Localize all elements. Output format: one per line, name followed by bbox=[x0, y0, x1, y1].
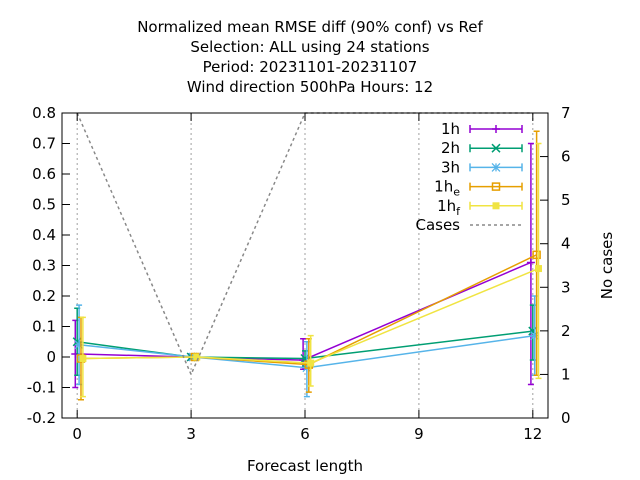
legend-label: 1hf bbox=[437, 197, 461, 218]
y-tick-label: 0.6 bbox=[32, 165, 56, 183]
y-tick-label: 0.2 bbox=[32, 287, 56, 305]
y-tick-label: 0.8 bbox=[32, 104, 56, 122]
legend-errorbar-cap bbox=[469, 163, 523, 172]
y2-tick-label: 4 bbox=[561, 235, 571, 253]
y2-axis-label: No cases bbox=[598, 232, 616, 300]
title-line: Wind direction 500hPa Hours: 12 bbox=[187, 78, 433, 96]
y2-tick-label: 7 bbox=[561, 104, 571, 122]
legend-label: 3h bbox=[441, 158, 460, 176]
data-point bbox=[74, 340, 84, 350]
legend-label: 1h bbox=[441, 120, 460, 138]
y-tick-label: 0.1 bbox=[32, 318, 56, 336]
series-line bbox=[75, 261, 532, 361]
legend-item: 2h bbox=[441, 139, 523, 157]
legend-label: Cases bbox=[415, 216, 460, 234]
y-tick-label: 0.5 bbox=[32, 196, 56, 214]
series-1h-f bbox=[79, 142, 543, 398]
y-tick-label: 0.3 bbox=[32, 257, 56, 275]
series-line bbox=[82, 267, 539, 364]
legend-label: 1he bbox=[434, 178, 460, 199]
x-tick-label: 9 bbox=[414, 425, 424, 443]
legend-item: Cases bbox=[415, 216, 522, 234]
y2-tick-label: 2 bbox=[561, 322, 571, 340]
y-tick-label: 0.7 bbox=[32, 135, 56, 153]
data-point bbox=[530, 331, 540, 341]
x-tick-label: 0 bbox=[72, 425, 82, 443]
y2-tick-label: 5 bbox=[561, 191, 571, 209]
title-line: Selection: ALL using 24 stations bbox=[190, 38, 429, 56]
y2-tick-label: 0 bbox=[561, 409, 571, 427]
series-line bbox=[79, 334, 535, 369]
data-point bbox=[535, 265, 543, 273]
data-point bbox=[491, 182, 501, 191]
data-point bbox=[71, 349, 80, 358]
chart-title: Normalized mean RMSE diff (90% conf) vs … bbox=[137, 18, 483, 96]
y-tick-label: -0.2 bbox=[27, 409, 56, 427]
series-line bbox=[77, 330, 533, 360]
grid bbox=[76, 113, 534, 418]
y2-tick-label: 6 bbox=[561, 148, 571, 166]
data-point bbox=[491, 143, 501, 153]
x-tick-label: 6 bbox=[300, 425, 310, 443]
x-tick-label: 3 bbox=[186, 425, 196, 443]
series-3h bbox=[74, 295, 540, 398]
legend-errorbar-cap bbox=[469, 144, 523, 153]
legend-item: 1h bbox=[441, 120, 523, 138]
axis-ticks: -0.2-0.100.10.20.30.40.50.60.70.80123456… bbox=[27, 104, 571, 443]
data-point bbox=[528, 326, 538, 336]
x-axis-label: Forecast length bbox=[247, 457, 363, 475]
data-point bbox=[193, 353, 201, 361]
legend-label: 2h bbox=[441, 139, 460, 157]
title-line: Normalized mean RMSE diff (90% conf) vs … bbox=[137, 18, 483, 36]
series-layer bbox=[71, 112, 543, 401]
data-point bbox=[492, 202, 500, 210]
data-point bbox=[307, 359, 315, 367]
y2-tick-label: 3 bbox=[561, 278, 571, 296]
data-point bbox=[492, 125, 500, 133]
data-point bbox=[79, 355, 87, 363]
legend-item: 3h bbox=[441, 158, 523, 176]
legend-errorbar-cap bbox=[469, 201, 523, 210]
x-tick-label: 12 bbox=[523, 425, 542, 443]
series-1h-e bbox=[76, 130, 541, 401]
y-tick-label: 0.4 bbox=[32, 226, 56, 244]
legend-item: 1he bbox=[434, 178, 523, 199]
y2-tick-label: 1 bbox=[561, 365, 571, 383]
legend-errorbar-cap bbox=[469, 125, 523, 133]
title-line: Period: 20231101-20231107 bbox=[203, 58, 418, 76]
data-point bbox=[491, 162, 501, 172]
y-tick-label: 0 bbox=[46, 348, 56, 366]
data-point bbox=[526, 258, 535, 267]
data-point bbox=[532, 250, 541, 260]
legend-item: 1hf bbox=[437, 197, 523, 218]
error-bar bbox=[535, 142, 542, 380]
legend-errorbar-cap bbox=[469, 182, 523, 191]
y-tick-label: -0.1 bbox=[27, 379, 56, 397]
